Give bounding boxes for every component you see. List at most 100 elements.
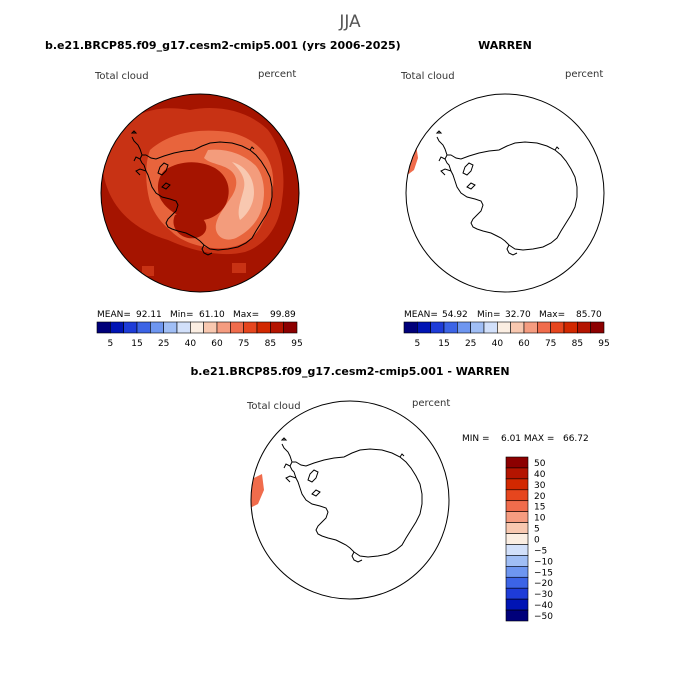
colorbar-tick-label: 85 bbox=[572, 339, 583, 349]
panel-model-variable-label: Total cloud bbox=[94, 71, 149, 82]
colorbar-swatch bbox=[537, 321, 551, 334]
colorbar-tick-label: 40 bbox=[185, 339, 197, 349]
colorbar-swatch bbox=[123, 321, 138, 334]
colorbar-swatch bbox=[505, 522, 529, 534]
colorbar-swatch bbox=[430, 321, 445, 334]
field-patch bbox=[232, 263, 246, 273]
panel-observed-title: WARREN bbox=[478, 39, 532, 52]
colorbar-swatch bbox=[505, 609, 529, 622]
colorbar-swatch bbox=[505, 598, 529, 611]
colorbar-tick-label: −30 bbox=[534, 590, 553, 600]
colorbar-tick-label: 60 bbox=[518, 339, 530, 349]
colorbar-tick-label: 15 bbox=[438, 339, 449, 349]
colorbar-tick-label: 40 bbox=[534, 470, 546, 480]
colorbar-tick-label: 20 bbox=[534, 492, 546, 502]
colorbar-tick-label: 75 bbox=[238, 339, 249, 349]
colorbar-swatch bbox=[505, 555, 529, 567]
colorbar-tick-label: 10 bbox=[534, 514, 546, 524]
map-boundary bbox=[405, 93, 605, 293]
colorbar-swatch bbox=[563, 321, 578, 334]
panel-observed-max-label: Max= bbox=[539, 310, 565, 320]
panel-difference: b.e21.BRCP85.f09_g17.cesm2-cmip5.001 - W… bbox=[190, 365, 588, 622]
colorbar-tick-label: 15 bbox=[534, 503, 545, 513]
field-band-core bbox=[232, 162, 254, 220]
colorbar-swatch bbox=[550, 321, 565, 334]
colorbar-tick-label: −10 bbox=[534, 557, 553, 567]
colorbar-tick-label: 30 bbox=[534, 481, 546, 491]
colorbar-swatch bbox=[176, 321, 191, 334]
colorbar-tick-label: 5 bbox=[414, 339, 420, 349]
panel-model-colorbar: 5 15 25 40 60 75 85 95 bbox=[96, 321, 303, 349]
colorbar-swatch bbox=[136, 321, 151, 334]
colorbar-tick-label: 75 bbox=[545, 339, 556, 349]
panel-model-title: b.e21.BRCP85.f09_g17.cesm2-cmip5.001 (yr… bbox=[45, 39, 401, 52]
panel-model-mean-label: MEAN= bbox=[97, 310, 131, 320]
colorbar-swatch bbox=[505, 478, 529, 491]
panel-difference-map bbox=[251, 401, 449, 599]
colorbar-swatch bbox=[590, 321, 605, 334]
map-boundary bbox=[100, 93, 300, 293]
colorbar-swatch bbox=[256, 321, 271, 334]
colorbar-tick-label: 95 bbox=[291, 339, 302, 349]
panel-observed-mean-value: 54.92 bbox=[442, 310, 468, 320]
colorbar-tick-label: 5 bbox=[107, 339, 113, 349]
panel-observed-mean-label: MEAN= bbox=[404, 310, 438, 320]
field-band-inner bbox=[204, 149, 264, 240]
colorbar-swatch bbox=[497, 321, 511, 334]
colorbar-tick-label: −20 bbox=[534, 579, 553, 589]
colorbar-swatch bbox=[243, 321, 258, 334]
colorbar-swatch bbox=[150, 321, 164, 334]
panel-model-map bbox=[101, 94, 299, 292]
colorbar-swatch bbox=[163, 321, 178, 334]
colorbar-swatch bbox=[417, 321, 431, 334]
colorbar-tick-label: −50 bbox=[534, 612, 553, 622]
page-title: JJA bbox=[338, 12, 361, 32]
colorbar-tick-label: 60 bbox=[211, 339, 223, 349]
panel-difference-title: b.e21.BRCP85.f09_g17.cesm2-cmip5.001 - W… bbox=[190, 365, 509, 378]
colorbar-tick-label: −15 bbox=[534, 568, 553, 578]
colorbar-swatch bbox=[203, 321, 218, 334]
panel-model: b.e21.BRCP85.f09_g17.cesm2-cmip5.001 (yr… bbox=[45, 39, 401, 349]
panel-difference-units-label: percent bbox=[412, 398, 450, 409]
panel-model-min-value: 61.10 bbox=[199, 310, 225, 320]
colorbar-tick-label: 85 bbox=[265, 339, 276, 349]
panel-difference-stats: MIN = 6.01 MAX = 66.72 bbox=[462, 434, 589, 444]
colorbar-swatch bbox=[505, 544, 529, 556]
panel-observed: WARREN Total cloud percent MEAN= 54.92 M… bbox=[400, 39, 610, 349]
colorbar-swatch bbox=[483, 321, 498, 334]
panel-model-min-label: Min= bbox=[170, 310, 194, 320]
field-patch bbox=[142, 266, 154, 276]
colorbar-swatch bbox=[457, 321, 471, 334]
panel-model-max-label: Max= bbox=[233, 310, 259, 320]
colorbar-swatch bbox=[283, 321, 298, 334]
colorbar-swatch bbox=[505, 566, 529, 578]
colorbar-swatch bbox=[470, 321, 485, 334]
colorbar-tick-label: 5 bbox=[534, 525, 540, 535]
colorbar-tick-label: 40 bbox=[492, 339, 504, 349]
panel-observed-colorbar: 5 15 25 40 60 75 85 95 bbox=[403, 321, 610, 349]
colorbar-swatch bbox=[270, 321, 284, 334]
colorbar-tick-label: −5 bbox=[534, 546, 547, 556]
colorbar-swatch bbox=[505, 456, 529, 469]
field-background bbox=[406, 94, 604, 292]
panel-observed-min-label: Min= bbox=[477, 310, 501, 320]
panel-observed-variable-label: Total cloud bbox=[400, 71, 455, 82]
panel-model-mean-value: 92.11 bbox=[136, 310, 162, 320]
colorbar-tick-label: 25 bbox=[158, 339, 169, 349]
colorbar-swatch bbox=[216, 321, 231, 334]
colorbar-swatch bbox=[110, 321, 124, 334]
colorbar-swatch bbox=[505, 511, 529, 523]
panel-observed-units-label: percent bbox=[565, 69, 603, 80]
panel-model-max-value: 99.89 bbox=[270, 310, 296, 320]
colorbar-swatch bbox=[577, 321, 591, 334]
colorbar-swatch bbox=[505, 489, 529, 502]
colorbar-swatch bbox=[510, 321, 525, 334]
colorbar-tick-label: 50 bbox=[534, 459, 546, 469]
colorbar-swatch bbox=[96, 321, 111, 334]
field-interior-high bbox=[157, 162, 229, 221]
colorbar-swatch bbox=[505, 533, 529, 545]
colorbar-tick-label: 0 bbox=[534, 536, 540, 546]
colorbar-swatch bbox=[523, 321, 538, 334]
colorbar-swatch bbox=[190, 321, 204, 334]
